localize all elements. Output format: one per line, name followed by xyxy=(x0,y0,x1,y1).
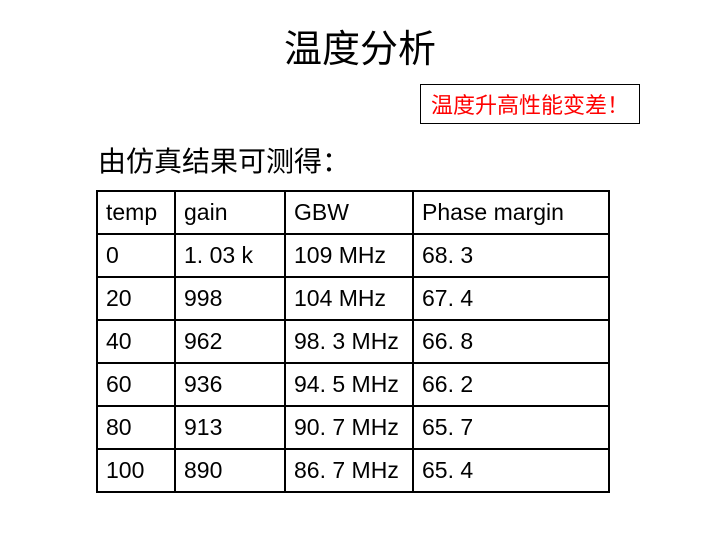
subtitle: 由仿真结果可测得： xyxy=(98,140,350,180)
warning-callout: 温度升高性能变差！ xyxy=(420,84,640,124)
cell: 90. 7 MHz xyxy=(285,406,413,449)
th-phase: Phase margin xyxy=(413,191,609,234)
table-row: 40 962 98. 3 MHz 66. 8 xyxy=(97,320,609,363)
cell: 65. 7 xyxy=(413,406,609,449)
cell: 94. 5 MHz xyxy=(285,363,413,406)
cell: 998 xyxy=(175,277,285,320)
cell: 80 xyxy=(97,406,175,449)
th-gain: gain xyxy=(175,191,285,234)
cell: 1. 03 k xyxy=(175,234,285,277)
cell: 66. 8 xyxy=(413,320,609,363)
cell: 98. 3 MHz xyxy=(285,320,413,363)
cell: 0 xyxy=(97,234,175,277)
table-row: 100 890 86. 7 MHz 65. 4 xyxy=(97,449,609,492)
cell: 890 xyxy=(175,449,285,492)
cell: 66. 2 xyxy=(413,363,609,406)
cell: 40 xyxy=(97,320,175,363)
table-row: 60 936 94. 5 MHz 66. 2 xyxy=(97,363,609,406)
cell: 60 xyxy=(97,363,175,406)
th-gbw: GBW xyxy=(285,191,413,234)
cell: 109 MHz xyxy=(285,234,413,277)
table-row: 80 913 90. 7 MHz 65. 7 xyxy=(97,406,609,449)
page-title: 温度分析 xyxy=(0,18,720,73)
table-row: 0 1. 03 k 109 MHz 68. 3 xyxy=(97,234,609,277)
cell: 104 MHz xyxy=(285,277,413,320)
cell: 68. 3 xyxy=(413,234,609,277)
cell: 20 xyxy=(97,277,175,320)
cell: 913 xyxy=(175,406,285,449)
cell: 100 xyxy=(97,449,175,492)
cell: 67. 4 xyxy=(413,277,609,320)
slide: 温度分析 温度升高性能变差！ 由仿真结果可测得： temp gain GBW P… xyxy=(0,0,720,540)
cell: 936 xyxy=(175,363,285,406)
cell: 962 xyxy=(175,320,285,363)
cell: 65. 4 xyxy=(413,449,609,492)
th-temp: temp xyxy=(97,191,175,234)
table-header-row: temp gain GBW Phase margin xyxy=(97,191,609,234)
table-row: 20 998 104 MHz 67. 4 xyxy=(97,277,609,320)
temperature-table: temp gain GBW Phase margin 0 1. 03 k 109… xyxy=(96,190,610,493)
cell: 86. 7 MHz xyxy=(285,449,413,492)
